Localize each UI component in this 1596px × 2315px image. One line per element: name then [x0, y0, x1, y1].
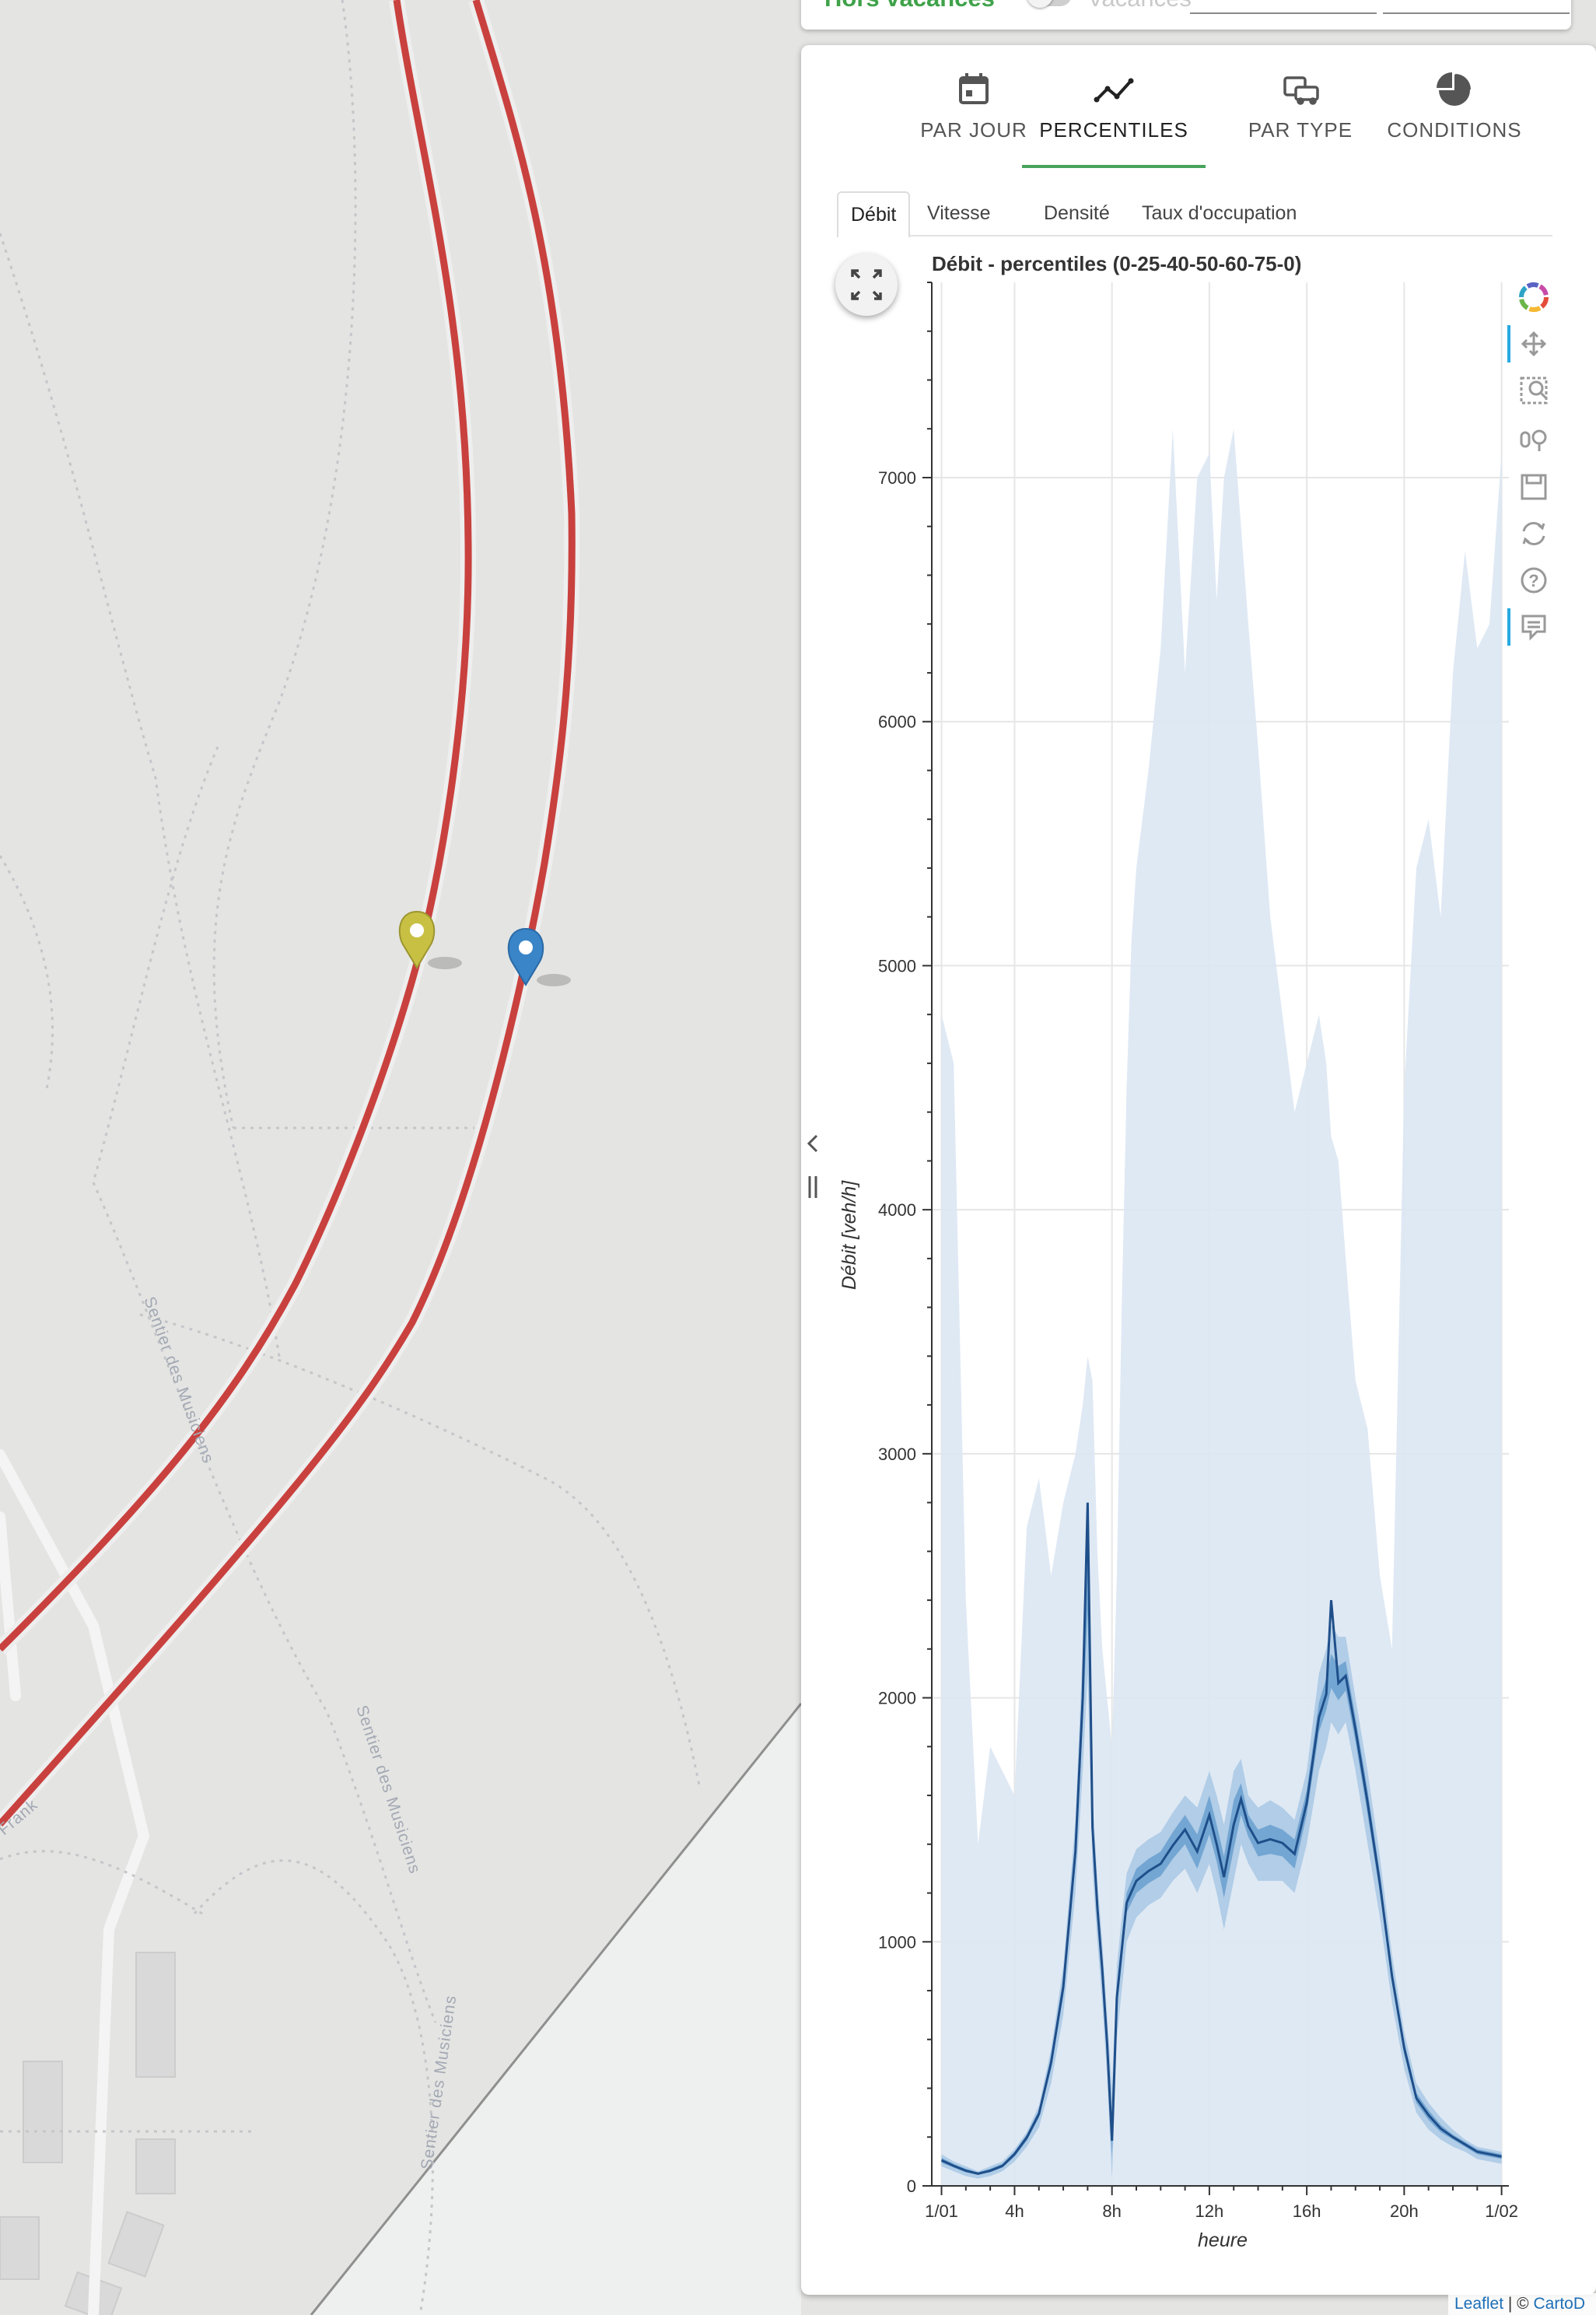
y-tick-label: 7000 — [878, 468, 916, 488]
map-buildings — [0, 1952, 176, 2315]
date-field-start[interactable] — [1190, 12, 1377, 14]
subtab-debit[interactable]: Débit — [837, 191, 911, 238]
wheel-zoom-icon[interactable] — [1507, 420, 1554, 457]
y-tick-label: 5000 — [878, 956, 916, 975]
x-tick-label: 1/01 — [925, 2201, 958, 2221]
help-icon[interactable]: ? — [1507, 562, 1554, 599]
vehicles-icon — [1213, 68, 1388, 112]
map-attribution: Leaflet | © CartoD — [1448, 2293, 1596, 2315]
date-field-end[interactable] — [1383, 12, 1570, 14]
expand-icon — [851, 269, 882, 300]
road-right — [0, 0, 576, 1826]
chart-toolbar: ? — [1507, 278, 1554, 714]
pie-chart-icon — [1363, 68, 1546, 112]
y-tick-label: 4000 — [878, 1200, 916, 1220]
bokeh-logo-icon[interactable] — [1507, 278, 1554, 316]
holiday-toggle[interactable] — [1027, 0, 1072, 8]
collapse-handle[interactable] — [801, 1129, 824, 1207]
x-axis-title: heure — [1198, 2229, 1248, 2251]
tab-label: PERCENTILES — [1039, 118, 1188, 142]
blue-marker-icon[interactable] — [507, 927, 571, 986]
x-tick-label: 8h — [1102, 2201, 1121, 2221]
save-icon[interactable] — [1507, 468, 1554, 506]
subtab-taux-occupation[interactable]: Taux d'occupation — [1142, 202, 1297, 224]
band-p0-p100 — [941, 429, 1502, 2187]
y-tick-label: 0 — [907, 2177, 916, 2196]
map-boundary-line — [310, 1703, 803, 2315]
x-tick-label: 12h — [1195, 2201, 1224, 2221]
chart-axes — [931, 282, 1509, 2187]
map-footpaths — [0, 0, 702, 2315]
tab-par-type[interactable]: PAR TYPE — [1213, 68, 1388, 165]
toggle-knob — [1027, 0, 1053, 8]
tab-percentiles[interactable]: PERCENTILES — [1022, 68, 1206, 168]
x-tick-label: 4h — [1005, 2201, 1024, 2221]
holiday-label: Hors vacances — [824, 0, 995, 12]
y-tick-label: 2000 — [878, 1689, 916, 1708]
chevron-left-icon — [807, 1134, 818, 1153]
svg-text:?: ? — [1528, 571, 1538, 590]
tab-label: PAR JOUR — [920, 118, 1027, 142]
chart-bands — [940, 429, 1502, 2187]
y-tick-label: 3000 — [878, 1445, 916, 1464]
x-tick-label: 20h — [1390, 2201, 1419, 2221]
map-minor-roads — [0, 1449, 150, 2315]
pan-icon[interactable] — [1507, 325, 1554, 362]
main-tabs: PAR JOUR PERCENTILES PAR TYPE CONDITIONS — [801, 45, 1596, 168]
percentile-chart[interactable]: Débit - percentiles (0-25-40-50-60-75-0)… — [801, 45, 1596, 2295]
attribution-separator: | © — [1503, 2295, 1534, 2313]
tab-label: CONDITIONS — [1387, 118, 1522, 142]
hover-icon[interactable] — [1507, 608, 1554, 646]
side-panel: PAR JOUR PERCENTILES PAR TYPE CONDITIONS… — [801, 45, 1596, 2295]
calendar-icon — [887, 68, 1061, 112]
median-line — [940, 1502, 1502, 2175]
metric-subtabs: Débit Vitesse Densité Taux d'occupation — [837, 191, 1552, 238]
subtab-densite[interactable]: Densité — [1044, 202, 1110, 224]
y-axis-title: Débit [veh/h] — [838, 1180, 860, 1290]
filter-panel: Hors vacances Vacances — [801, 0, 1571, 30]
box-zoom-icon[interactable] — [1507, 372, 1554, 409]
chart-title: Débit - percentiles (0-25-40-50-60-75-0) — [932, 252, 1301, 275]
chart-ticks: 0 1000 2000 3000 4000 5000 6000 7000 1/01 4h 8h 12h… — [878, 282, 1518, 2221]
carto-link[interactable]: CartoD — [1533, 2295, 1586, 2313]
vacation-label: Vacances — [1087, 0, 1192, 12]
tab-label: PAR TYPE — [1248, 118, 1353, 142]
y-tick-label: 6000 — [878, 713, 916, 732]
reset-icon[interactable] — [1507, 515, 1554, 552]
drag-handle-icon — [808, 1176, 817, 1198]
tab-conditions[interactable]: CONDITIONS — [1363, 68, 1546, 165]
subtab-vitesse[interactable]: Vitesse — [927, 202, 991, 224]
line-chart-icon — [1022, 68, 1206, 112]
expand-button[interactable] — [835, 254, 898, 316]
leaflet-link[interactable]: Leaflet — [1454, 2295, 1504, 2313]
tab-par-jour[interactable]: PAR JOUR — [887, 68, 1061, 165]
yellow-marker-icon[interactable] — [398, 910, 462, 969]
x-tick-label: 1/02 — [1485, 2201, 1518, 2221]
x-tick-label: 16h — [1293, 2201, 1321, 2221]
y-tick-label: 1000 — [878, 1932, 916, 1952]
